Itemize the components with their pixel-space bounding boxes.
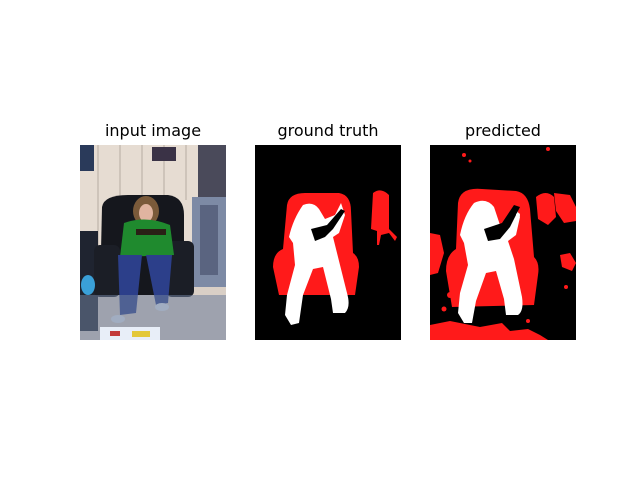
ground-truth-mask-panel xyxy=(255,145,401,340)
predicted-mask-panel xyxy=(430,145,576,340)
input-image-panel xyxy=(80,145,226,340)
ground-truth-mask xyxy=(255,145,401,340)
predicted-mask xyxy=(430,145,576,340)
panel-title-ground-truth: ground truth xyxy=(277,121,379,140)
input-photo xyxy=(80,145,226,340)
panel-title-input-image: input image xyxy=(104,121,202,140)
panel-title-predicted: predicted xyxy=(465,121,541,140)
